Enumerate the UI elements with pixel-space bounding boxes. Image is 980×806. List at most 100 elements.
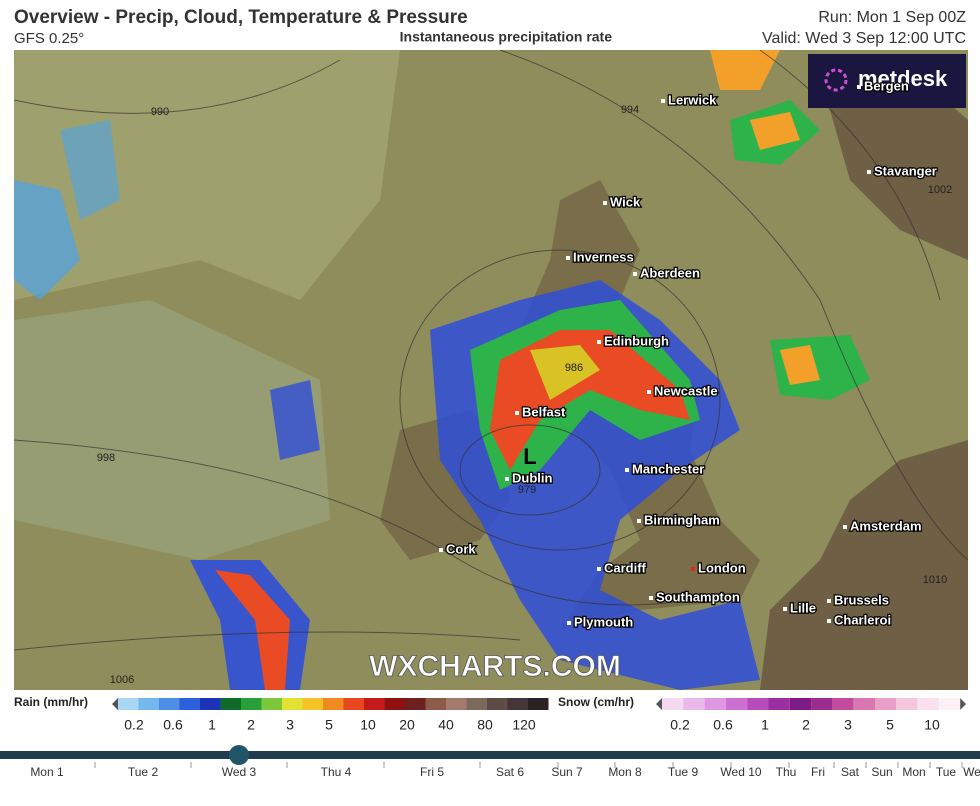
timeline-day[interactable]: Sat xyxy=(841,765,860,779)
rain-tick: 40 xyxy=(438,717,454,733)
city-label: Brussels xyxy=(834,592,889,607)
rain-tick: 20 xyxy=(399,717,415,733)
timeline-day[interactable]: Thu 4 xyxy=(321,765,352,779)
timeline-day[interactable]: Mon xyxy=(902,765,925,779)
timeline-day[interactable]: Wed 10 xyxy=(720,765,761,779)
isobar-label: 979 xyxy=(518,484,536,496)
low-marker: L xyxy=(523,444,536,469)
city-dot xyxy=(649,596,653,600)
rain-swatch xyxy=(384,698,405,710)
city-dot xyxy=(857,85,861,89)
city-dot xyxy=(843,525,847,529)
rain-label: Rain (mm/hr) xyxy=(14,695,88,709)
snow-swatch xyxy=(875,698,897,710)
city-dot xyxy=(827,599,831,603)
city-label: Manchester xyxy=(632,461,704,476)
title: Overview - Precip, Cloud, Temperature & … xyxy=(14,7,468,28)
snow-swatch xyxy=(768,698,790,710)
timeline-day[interactable]: Tue 9 xyxy=(668,765,699,779)
city-label: Dublin xyxy=(512,470,552,485)
city-dot xyxy=(661,99,665,103)
rain-swatch xyxy=(466,698,487,710)
snow-swatch xyxy=(662,698,684,710)
timeline-day[interactable]: Tue xyxy=(936,765,957,779)
city-label: Stavanger xyxy=(874,163,937,178)
rain-swatch xyxy=(282,698,303,710)
city-label: Edinburgh xyxy=(604,333,669,348)
logo: metdesk xyxy=(858,66,948,91)
timeline-knob[interactable] xyxy=(229,745,249,765)
city-label: Aberdeen xyxy=(640,265,700,280)
snow-label: Snow (cm/hr) xyxy=(558,695,634,709)
city-label: Charleroi xyxy=(834,612,891,627)
isobar-label: 1006 xyxy=(110,674,134,686)
timeline-day[interactable]: Fri xyxy=(811,765,825,779)
isobar-label: 998 xyxy=(97,452,115,464)
city-dot xyxy=(827,619,831,623)
rain-swatch xyxy=(261,698,282,710)
map xyxy=(14,50,968,690)
city-label: Wick xyxy=(610,194,641,209)
rain-swatch xyxy=(159,698,180,710)
city-label: Belfast xyxy=(522,404,566,419)
valid: Valid: Wed 3 Sep 12:00 UTC xyxy=(762,30,966,47)
rain-swatch xyxy=(405,698,426,710)
snow-swatch xyxy=(853,698,875,710)
city-dot xyxy=(439,548,443,552)
rain-swatch xyxy=(364,698,385,710)
timeline-day[interactable]: Sat 6 xyxy=(496,765,524,779)
rain-tick: 3 xyxy=(286,717,294,733)
rain-swatch xyxy=(118,698,139,710)
snow-swatch xyxy=(917,698,939,710)
rain-tick: 1 xyxy=(208,717,216,733)
timeline-day[interactable]: Wed 3 xyxy=(222,765,257,779)
snow-swatch xyxy=(683,698,705,710)
city-dot xyxy=(597,567,601,571)
isobar-label: 1010 xyxy=(923,574,947,586)
city-label: London xyxy=(698,560,746,575)
product: Instantaneous precipitation rate xyxy=(400,29,613,45)
snow-tick: 5 xyxy=(886,717,894,733)
city-dot xyxy=(505,477,509,481)
city-dot xyxy=(603,201,607,205)
rain-tick: 2 xyxy=(247,717,255,733)
timeline-day[interactable]: Sun 7 xyxy=(551,765,583,779)
isobar-label: 990 xyxy=(151,106,169,118)
rain-tick: 0.2 xyxy=(124,717,144,733)
snow-swatch xyxy=(832,698,854,710)
rain-swatch xyxy=(507,698,528,710)
rain-swatch xyxy=(138,698,159,710)
isobar-label: 1002 xyxy=(928,184,952,196)
snow-swatch xyxy=(896,698,918,710)
rain-swatch xyxy=(179,698,200,710)
rain-tick: 0.6 xyxy=(163,717,183,733)
rain-swatch xyxy=(446,698,467,710)
timeline-day[interactable]: Fri 5 xyxy=(420,765,444,779)
timeline-day[interactable]: Tue 2 xyxy=(128,765,159,779)
snow-tick: 3 xyxy=(844,717,852,733)
rain-swatch xyxy=(220,698,241,710)
snow-swatch xyxy=(789,698,812,710)
model: GFS 0.25° xyxy=(14,30,84,47)
rain-swatch xyxy=(528,698,549,710)
city-dot xyxy=(783,607,787,611)
watermark: WXCHARTS.COM xyxy=(369,650,621,683)
snow-swatch xyxy=(747,698,769,710)
timeline-day[interactable]: We xyxy=(963,765,980,779)
rain-swatch xyxy=(302,698,323,710)
timeline-day[interactable]: Sun xyxy=(871,765,892,779)
city-dot xyxy=(566,256,570,260)
rain-tick: 10 xyxy=(360,717,376,733)
timeline-day[interactable]: Mon 8 xyxy=(608,765,642,779)
city-dot xyxy=(515,411,519,415)
timeline-day[interactable]: Mon 1 xyxy=(30,765,64,779)
rain-tick: 80 xyxy=(477,717,493,733)
rain-swatch xyxy=(487,698,508,710)
city-label: Southampton xyxy=(656,589,740,604)
snow-tick: 1 xyxy=(761,717,769,733)
city-label: Newcastle xyxy=(654,383,718,398)
city-label: Lille xyxy=(790,600,816,615)
timeline-day[interactable]: Thu xyxy=(776,765,797,779)
snow-tick: 0.2 xyxy=(670,717,690,733)
rain-swatch xyxy=(241,698,262,710)
